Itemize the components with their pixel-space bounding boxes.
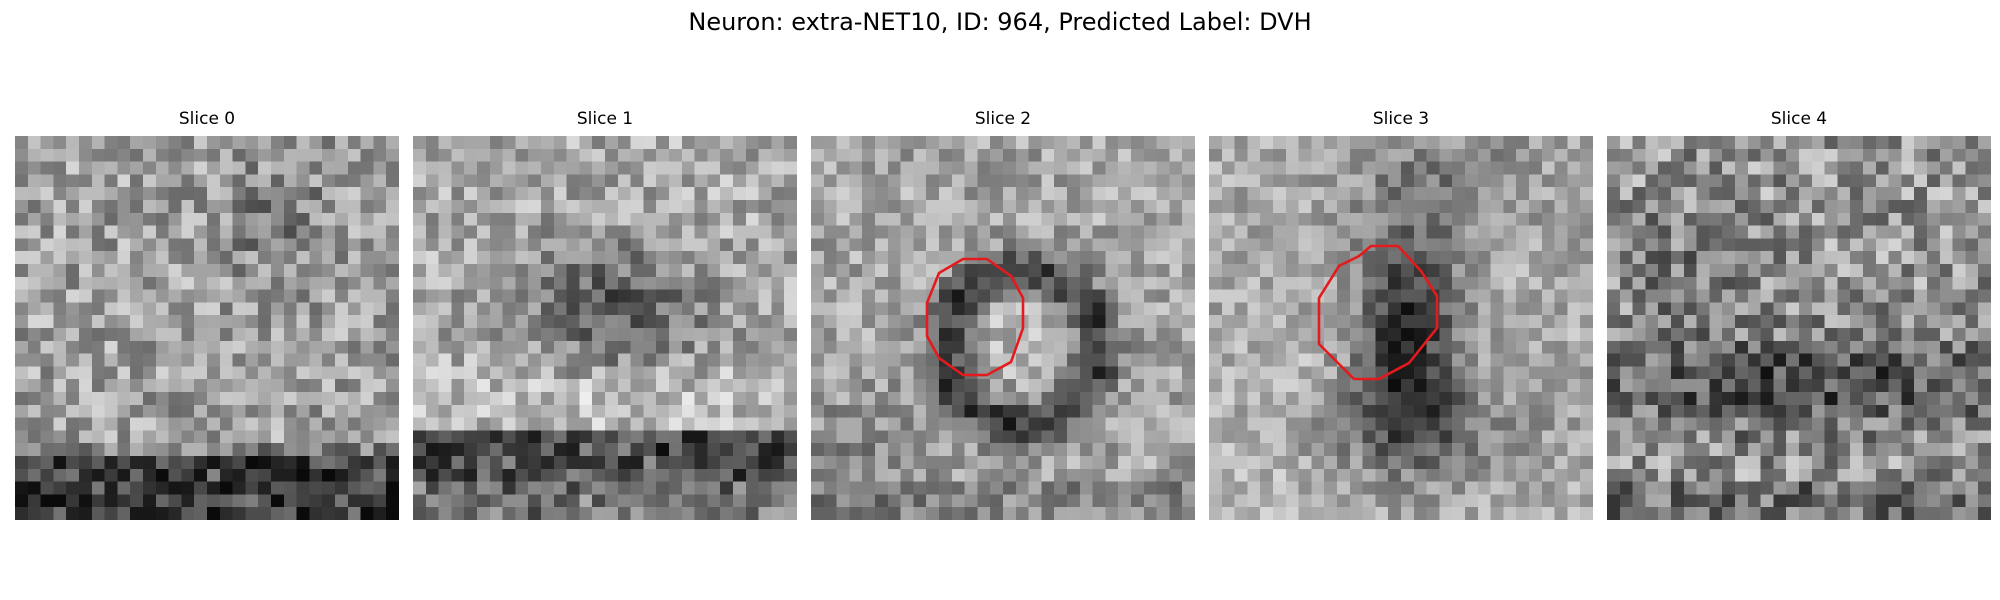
figure-title: Neuron: extra-NET10, ID: 964, Predicted …: [688, 8, 1312, 36]
slice-title-3: Slice 3: [1372, 109, 1430, 129]
slice-title-4: Slice 4: [1770, 109, 1828, 129]
slice-title-1: Slice 1: [576, 109, 634, 129]
slice-image-1: [413, 136, 797, 520]
slice-image-2: [811, 136, 1195, 520]
slice-panel-1: Slice 1: [413, 108, 797, 520]
slice-title-2: Slice 2: [974, 109, 1032, 129]
slice-image-0: [15, 136, 399, 520]
slice-image-3: [1209, 136, 1593, 520]
slice-panel-4: Slice 4: [1607, 108, 1991, 520]
slice-panel-0: Slice 0: [15, 108, 399, 520]
slice-title-0: Slice 0: [178, 109, 236, 129]
slice-image-4: [1607, 136, 1991, 520]
slice-panel-3: Slice 3: [1209, 108, 1593, 520]
slice-panel-2: Slice 2: [811, 108, 1195, 520]
